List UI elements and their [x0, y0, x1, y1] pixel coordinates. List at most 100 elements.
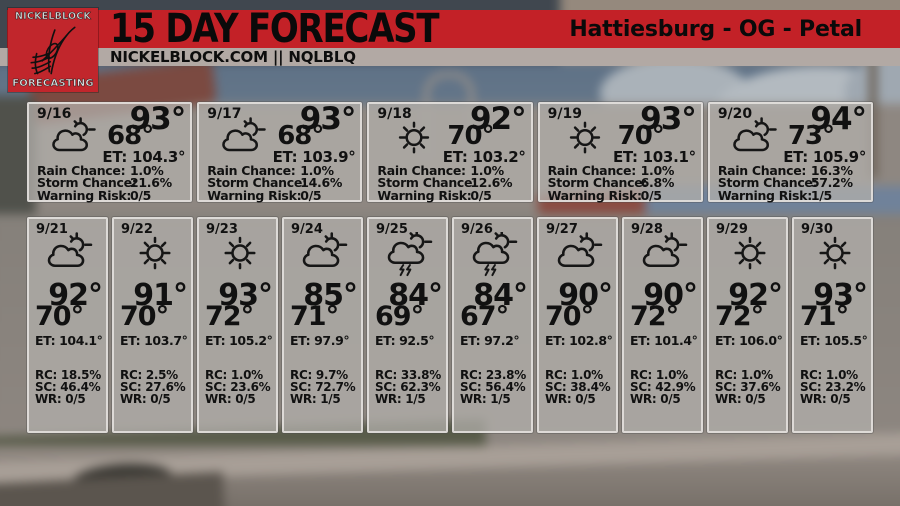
rain-chance-label: Rain Chance: [377, 163, 466, 178]
storm-chance-line: SC: 46.4% [35, 380, 101, 395]
card-date: 9/29 [716, 222, 748, 237]
warning-risk-value: 0/5 [470, 187, 492, 203]
warning-risk-value: 0/5 [300, 187, 322, 203]
card-date: 9/17 [207, 106, 242, 122]
high-temp: 92° [48, 278, 103, 313]
storm-chance-label: Storm Chance: [207, 175, 307, 191]
warning-risk-value: 0/5 [640, 187, 662, 203]
et-value: ET: 102.8° [545, 333, 613, 348]
warning-risk-row: Warning Risk: 1/5 [717, 187, 868, 203]
et-value: ET: 103.7° [120, 333, 188, 348]
card-date: 9/23 [206, 222, 238, 237]
chance-lines: RC: 1.0% SC: 37.6% WR: 0/5 [715, 368, 781, 406]
location-title: Hattiesburg - OG - Petal [569, 17, 862, 42]
storm-chance-row: Storm Chance: 21.6% [37, 175, 187, 191]
rain-chance-line: RC: 2.5% [120, 368, 178, 382]
high-temp: 84° [388, 278, 443, 313]
page-title: 15 DAY FORECAST [110, 6, 440, 52]
chance-rows: Rain Chance: 16.3% Storm Chance: 57.2% W… [717, 164, 868, 203]
logo-text-bottom: FORECASTING [12, 78, 94, 90]
storm-chance-value: 57.2% [810, 175, 853, 191]
low-temp: 70° [35, 301, 84, 332]
low-temp: 67° [460, 301, 509, 332]
rain-chance-label: Rain Chance: [547, 163, 637, 178]
card-date: 9/19 [547, 106, 582, 122]
forecast-card-detailed: 9/18 92° 70° ET: 103.2° Rain Chance: 1.0… [367, 101, 533, 203]
rain-chance-line: RC: 18.5% [35, 368, 101, 382]
rain-chance-line: RC: 1.0% [715, 368, 773, 382]
forecast-card-compact: 9/26 84° 67° ET: 97.2° RC: 23.8% SC: 56.… [452, 217, 533, 433]
storm-chance-label: Storm Chance: [547, 175, 648, 191]
sunny-icon [131, 232, 179, 277]
rain-chance-value: 1.0% [300, 163, 334, 178]
card-date: 9/28 [631, 222, 663, 237]
chance-lines: RC: 1.0% SC: 42.9% WR: 0/5 [630, 368, 696, 406]
forecast-card-compact: 9/21 92° 70° ET: 104.1° RC: 18.5% SC: 46… [27, 217, 108, 433]
storm-icon [386, 232, 434, 277]
storm-chance-value: 14.6% [300, 175, 343, 191]
high-temp: 84° [473, 278, 528, 313]
et-value: ET: 105.5° [800, 333, 868, 348]
warning-risk-row: Warning Risk: 0/5 [547, 187, 698, 203]
high-temp: 90° [558, 278, 613, 313]
warning-risk-label: Warning Risk: [547, 187, 642, 203]
warning-risk-line: WR: 1/5 [290, 392, 341, 407]
chance-lines: RC: 1.0% SC: 23.6% WR: 0/5 [205, 369, 271, 406]
rain-chance-row: Rain Chance: 16.3% [718, 164, 868, 177]
forecast-card-compact: 9/25 84° 69° ET: 92.5° RC: 33.8% SC: 62.… [367, 217, 448, 433]
forecast-card-compact: 9/28 90° 72° ET: 101.4° RC: 1.0% SC: 42.… [622, 217, 703, 433]
card-date: 9/21 [36, 222, 68, 237]
chance-rows: Rain Chance: 1.0% Storm Chance: 12.6% Wa… [377, 163, 527, 203]
warning-risk-row: Warning Risk: 0/5 [377, 187, 527, 203]
forecast-row-detailed: 9/16 93° 68° ET: 104.3° Rain Chance: 1.0… [27, 101, 874, 203]
storm-chance-label: Storm Chance: [717, 175, 818, 191]
warning-risk-row: Warning Risk: 0/5 [37, 189, 187, 202]
low-temp: 70° [447, 121, 494, 151]
low-temp: 72° [630, 301, 679, 332]
card-date: 9/26 [461, 222, 493, 237]
storm-chance-line: SC: 23.6% [205, 380, 271, 395]
partly-cloudy-icon [728, 117, 782, 161]
rain-chance-row: Rain Chance: 1.0% [547, 163, 698, 178]
warning-risk-label: Warning Risk: [717, 187, 812, 203]
chance-rows: Rain Chance: 1.0% Storm Chance: 14.6% Wa… [207, 163, 357, 203]
warning-risk-line: WR: 1/5 [375, 392, 426, 407]
partly-cloudy-icon [46, 232, 94, 277]
forecast-card-detailed: 9/16 93° 68° ET: 104.3° Rain Chance: 1.0… [27, 101, 193, 202]
et-value: ET: 105.9° [783, 148, 867, 166]
rain-chance-row: Rain Chance: 1.0% [377, 163, 527, 178]
storm-icon [471, 232, 519, 277]
high-temp: 91° [133, 278, 188, 313]
high-temp: 90° [643, 278, 698, 313]
forecast-card-compact: 9/29 92° 72° ET: 106.0° RC: 1.0% SC: 37.… [707, 217, 788, 433]
warning-risk-line: WR: 1/5 [460, 392, 511, 407]
rain-chance-value: 1.0% [130, 163, 164, 178]
et-value: ET: 97.9° [290, 333, 350, 348]
rain-chance-label: Rain Chance: [37, 163, 126, 178]
warning-risk-line: WR: 0/5 [120, 392, 171, 407]
high-temp: 93° [299, 101, 357, 137]
high-temp: 93° [129, 101, 187, 137]
low-temp: 73° [787, 121, 835, 151]
rain-chance-row: Rain Chance: 1.0% [207, 163, 357, 178]
storm-chance-value: 21.6% [130, 175, 172, 191]
storm-chance-value: 12.6% [470, 175, 513, 191]
chance-lines: RC: 1.0% SC: 23.2% WR: 0/5 [800, 369, 866, 407]
low-temp: 68° [277, 121, 324, 151]
storm-chance-line: SC: 27.6% [120, 380, 186, 395]
forecast-card-detailed: 9/17 93° 68° ET: 103.9° Rain Chance: 1.0… [197, 101, 363, 203]
et-value: ET: 105.2° [205, 333, 273, 348]
high-temp: 92° [469, 101, 527, 137]
subtitle-strip [0, 48, 900, 66]
storm-chance-line: SC: 56.4% [460, 380, 526, 395]
storm-chance-row: Storm Chance: 6.8% [547, 175, 698, 191]
warning-risk-line: WR: 0/5 [800, 392, 851, 407]
partly-cloudy-icon [641, 232, 689, 277]
storm-chance-line: SC: 23.2% [800, 380, 866, 395]
warning-risk-line: WR: 0/5 [35, 392, 86, 407]
low-temp: 68° [107, 121, 154, 151]
rain-chance-line: RC: 1.0% [630, 368, 688, 382]
rain-chance-line: RC: 33.8% [375, 368, 441, 382]
chance-lines: RC: 2.5% SC: 27.6% WR: 0/5 [120, 368, 186, 407]
